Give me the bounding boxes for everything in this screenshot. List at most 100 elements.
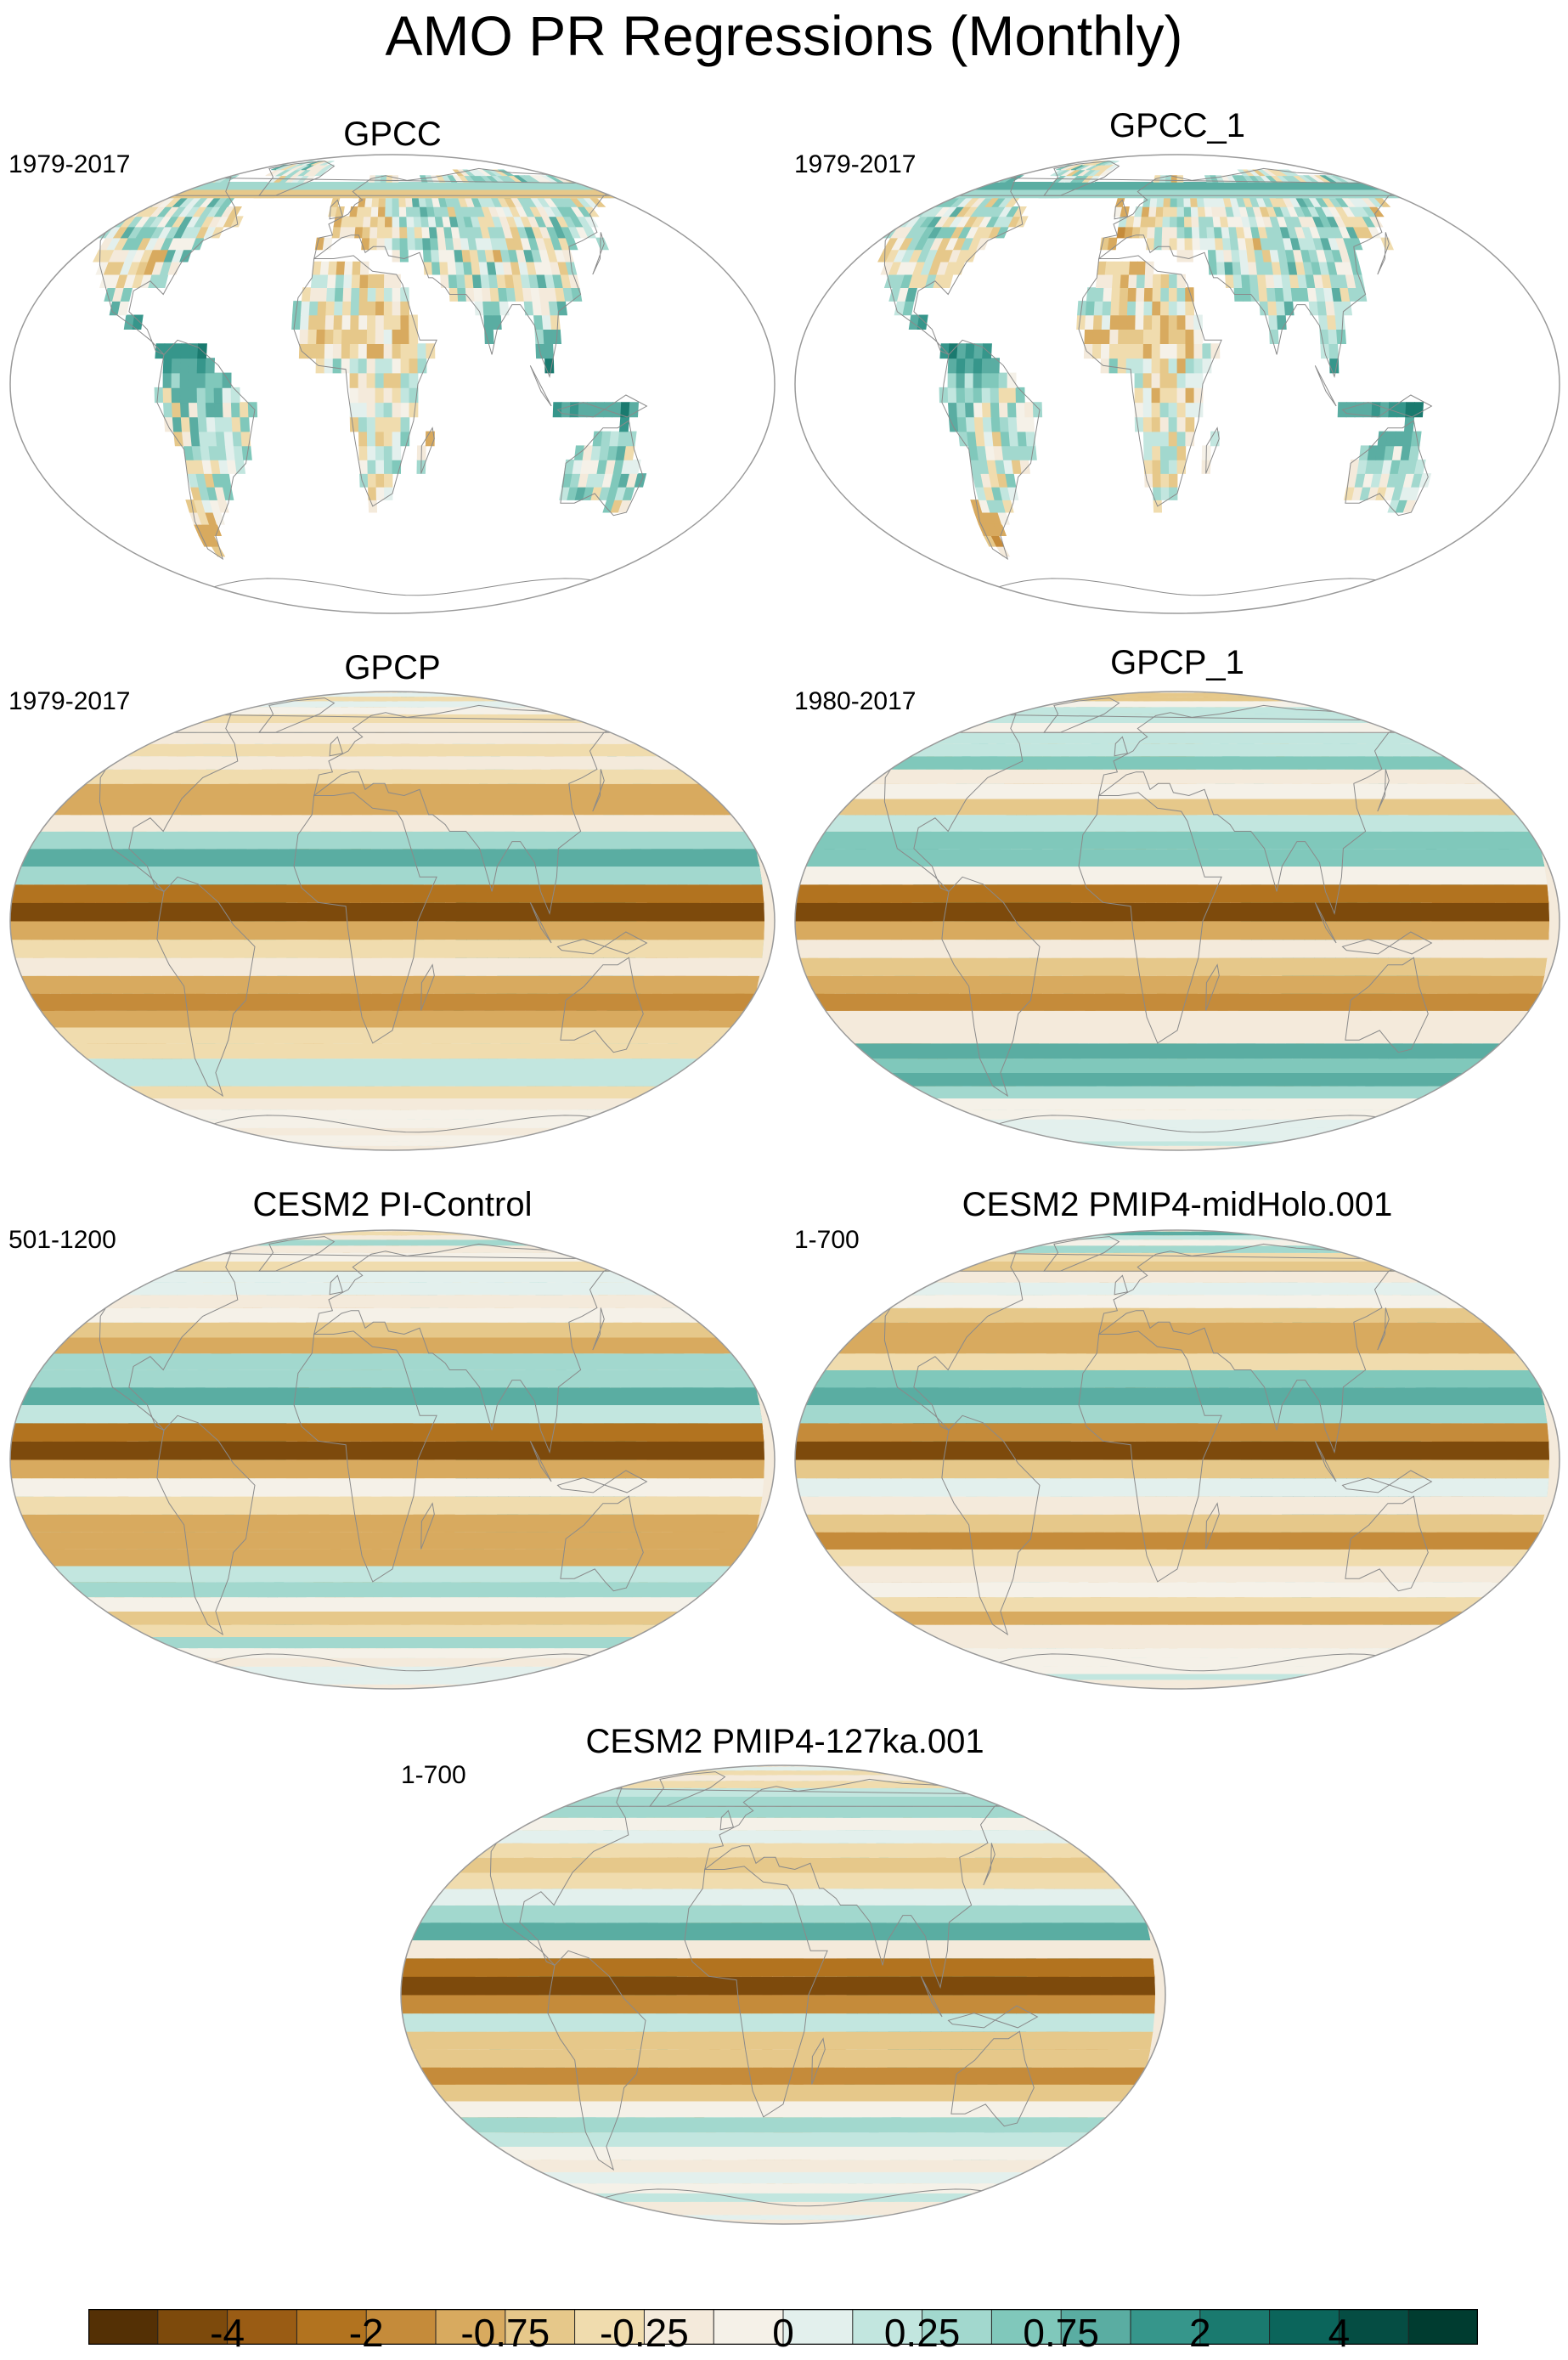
map-border [9, 691, 776, 1151]
field-layer [795, 1230, 1560, 1689]
map-svg [794, 691, 1560, 1151]
map-border [794, 691, 1560, 1151]
coastline [1114, 736, 1129, 757]
panel-period: 501-1200 [8, 1226, 116, 1254]
coastline [983, 1843, 996, 1886]
coastline [592, 769, 605, 812]
coastline [1097, 704, 1411, 916]
panel-title: CESM2 PMIP4-midHolo.001 [962, 1186, 1393, 1223]
colorbar-bin [1269, 2309, 1340, 2345]
coastline [313, 704, 626, 916]
coastline [560, 1495, 644, 1592]
colorbar-bin [505, 2309, 576, 2345]
colorbar-bin [1408, 2309, 1478, 2345]
coastline [719, 1810, 735, 1831]
coastline [529, 902, 552, 944]
colorbar-frame [88, 2309, 1478, 2345]
coastline [420, 1502, 435, 1550]
colorbar-bin [1131, 2309, 1201, 2345]
field-layer [401, 1765, 1165, 2224]
map-svg [794, 1229, 1560, 1690]
antarctica-coast [938, 1115, 1424, 1133]
coastline [1078, 792, 1222, 1044]
panel-title: CESM2 PI-Control [252, 1186, 533, 1223]
coastline [1097, 167, 1411, 379]
colorbar-bin [88, 2309, 159, 2345]
panel-period: 1-700 [794, 1226, 860, 1254]
map-border [400, 1764, 1166, 2225]
map-border [794, 154, 1560, 614]
antarctica-coast [153, 1653, 640, 1672]
coastline [684, 1866, 828, 2118]
coastline [156, 1414, 256, 1636]
coastline [947, 2005, 1039, 2029]
coastline [1377, 232, 1390, 275]
coastline [329, 1274, 344, 1296]
coastline [941, 876, 1041, 1098]
colorbar-bin [227, 2309, 297, 2345]
colorbar-svg [88, 2309, 1478, 2345]
panel-period: 1980-2017 [794, 687, 917, 715]
coastline [1078, 255, 1222, 507]
coastline [920, 1976, 943, 2018]
colorbar-bin [991, 2309, 1062, 2345]
coastline [293, 1330, 437, 1583]
coastline [329, 736, 344, 757]
coastline [313, 1243, 626, 1454]
map-svg [9, 1229, 776, 1690]
coastline [1314, 902, 1337, 944]
coastline [1345, 957, 1429, 1053]
coastline [556, 394, 648, 418]
coastline [1097, 1243, 1411, 1454]
antarctica-coast [153, 1115, 640, 1133]
coastline [1341, 1470, 1433, 1493]
coastline [529, 1441, 552, 1482]
map-svg [400, 1764, 1166, 2225]
coastline [1114, 1274, 1129, 1296]
colorbar-bin [366, 2309, 437, 2345]
coastline [329, 199, 344, 220]
world-map [8, 153, 777, 616]
map-border [9, 1229, 776, 1690]
map-border [794, 1229, 1560, 1690]
coastline [1377, 769, 1390, 812]
panel-title: GPCC [343, 116, 442, 153]
colorbar-bin [157, 2309, 228, 2345]
coastline [547, 1950, 646, 2171]
coastline [156, 876, 256, 1098]
panel-period: 1-700 [401, 1761, 466, 1789]
panel-title: CESM2 PMIP4-127ka.001 [585, 1723, 984, 1760]
panel-title: GPCC_1 [1108, 107, 1246, 144]
field-layer [795, 155, 1560, 613]
colorbar-bin [296, 2309, 367, 2345]
coastline [156, 339, 256, 561]
map-svg [9, 691, 776, 1151]
coastline [703, 1778, 1017, 1990]
field-layer [10, 692, 775, 1150]
coastline [529, 365, 552, 407]
colorbar-bin [1061, 2309, 1131, 2345]
antarctica-coast [938, 578, 1424, 596]
coastline [556, 931, 648, 955]
coastline [811, 2037, 826, 2085]
coastline [420, 426, 435, 474]
coastline [293, 792, 437, 1044]
coastline [1314, 365, 1337, 407]
colorbar-bin [783, 2309, 854, 2345]
map-svg [794, 154, 1560, 614]
panel-period: 1979-2017 [794, 150, 917, 178]
coastline [1341, 931, 1433, 955]
coastline [1345, 420, 1429, 517]
field-layer [10, 155, 775, 613]
coastline [556, 1470, 648, 1493]
world-map [399, 1764, 1168, 2227]
coastline [1377, 1307, 1390, 1351]
coastline [592, 232, 605, 275]
coastline [1042, 161, 1120, 196]
coastline [257, 161, 336, 196]
coastline [1341, 394, 1433, 418]
coastline [1042, 697, 1120, 733]
colorbar-bin [1339, 2309, 1409, 2345]
coastline [1205, 426, 1220, 474]
coastline [1205, 963, 1220, 1011]
